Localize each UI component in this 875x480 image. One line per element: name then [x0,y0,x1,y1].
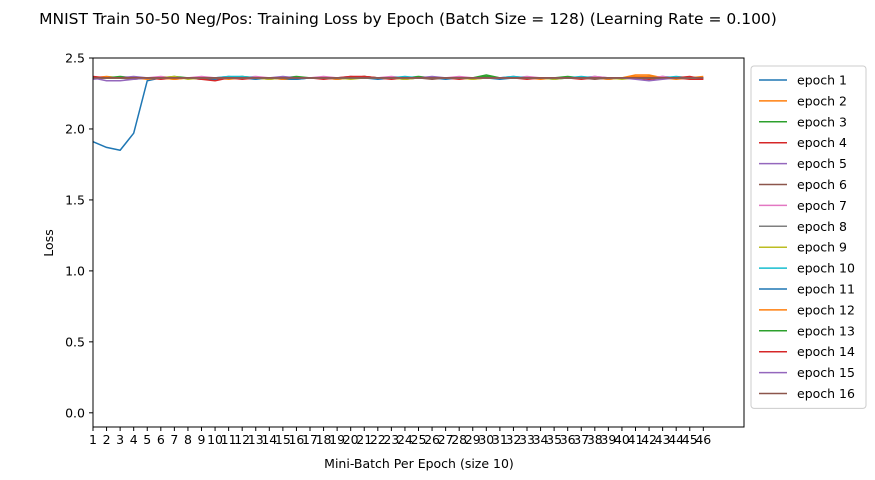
y-tick-label: 2.0 [65,121,85,136]
x-tick-label: 7 [170,432,178,447]
legend-label-epoch-13: epoch 13 [797,323,855,338]
x-tick-label: 24 [397,432,413,447]
x-tick-label: 9 [198,432,206,447]
x-tick-label: 10 [207,432,223,447]
x-tick-label: 29 [465,432,481,447]
x-tick-label: 22 [370,432,386,447]
x-tick-label: 30 [478,432,494,447]
x-tick-label: 11 [221,432,237,447]
x-tick-label: 13 [248,432,264,447]
x-tick-label: 14 [261,432,277,447]
x-tick-label: 33 [519,432,535,447]
x-tick-label: 46 [695,432,711,447]
legend-box [750,65,867,409]
legend-label-epoch-15: epoch 15 [797,365,855,380]
legend-label-epoch-7: epoch 7 [797,198,847,213]
x-tick-label: 15 [275,432,291,447]
legend-label-epoch-2: epoch 2 [797,93,847,108]
x-tick-label: 12 [234,432,250,447]
y-axis: 0.0 0.5 1.0 1.5 2.0 2.5 [65,51,93,420]
x-tick-label: 17 [302,432,318,447]
legend-label-epoch-14: epoch 14 [797,344,855,359]
legend-label-epoch-12: epoch 12 [797,302,855,317]
x-tick-label: 44 [668,432,684,447]
x-tick-label: 35 [546,432,562,447]
x-tick-label: 20 [343,432,359,447]
x-tick-label: 38 [587,432,603,447]
chart-title: MNIST Train 50-50 Neg/Pos: Training Loss… [39,10,777,28]
x-tick-label: 21 [356,432,372,447]
x-tick-label: 18 [316,432,332,447]
x-tick-label: 31 [492,432,508,447]
x-tick-label: 27 [438,432,454,447]
x-tick-label: 6 [157,432,165,447]
x-tick-label: 26 [424,432,440,447]
y-axis-label: Loss [41,229,56,256]
legend: epoch 1 epoch 2 epoch 3 epoch 4 epoch 5 epoch… [750,65,867,409]
y-tick-label: 1.0 [65,263,85,278]
x-tick-label: 2 [103,432,111,447]
x-tick-label: 40 [614,432,630,447]
x-tick-label: 1 [89,432,97,447]
x-tick-label: 8 [184,432,192,447]
x-tick-label: 5 [143,432,151,447]
x-tick-label: 23 [383,432,399,447]
x-tick-label: 37 [573,432,589,447]
x-tick-label: 43 [655,432,671,447]
legend-label-epoch-4: epoch 4 [797,135,847,150]
x-tick-label: 42 [641,432,657,447]
plot-frame [92,57,745,428]
x-axis-label: Mini-Batch Per Epoch (size 10) [324,456,514,471]
x-tick-label: 4 [130,432,138,447]
plot-lines [92,74,704,151]
x-tick-label: 36 [560,432,576,447]
legend-label-epoch-5: epoch 5 [797,156,847,171]
legend-label-epoch-8: epoch 8 [797,219,847,234]
x-tick-label: 25 [411,432,427,447]
x-tick-label: 28 [451,432,467,447]
x-tick-label: 41 [628,432,644,447]
x-tick-label: 19 [329,432,345,447]
legend-label-epoch-11: epoch 11 [797,282,855,297]
x-tick-label: 45 [682,432,698,447]
legend-label-epoch-6: epoch 6 [797,177,847,192]
legend-label-epoch-1: epoch 1 [797,73,847,88]
legend-label-epoch-3: epoch 3 [797,114,847,129]
y-tick-label: 0.5 [65,334,85,349]
y-tick-label: 2.5 [65,51,85,66]
x-tick-label: 39 [600,432,616,447]
x-axis: 1 2 3 4 5 6 7 8 9 1011121314151617181920212223242… [89,427,711,447]
y-tick-label: 0.0 [65,405,85,420]
legend-label-epoch-10: epoch 10 [797,261,855,276]
x-tick-label: 32 [505,432,521,447]
x-tick-label: 34 [533,432,549,447]
x-tick-label: 16 [288,432,304,447]
legend-label-epoch-16: epoch 16 [797,386,855,401]
legend-label-epoch-9: epoch 9 [797,240,847,255]
x-tick-label: 3 [116,432,124,447]
y-tick-label: 1.5 [65,192,85,207]
series-line-epoch-1 [92,77,704,151]
